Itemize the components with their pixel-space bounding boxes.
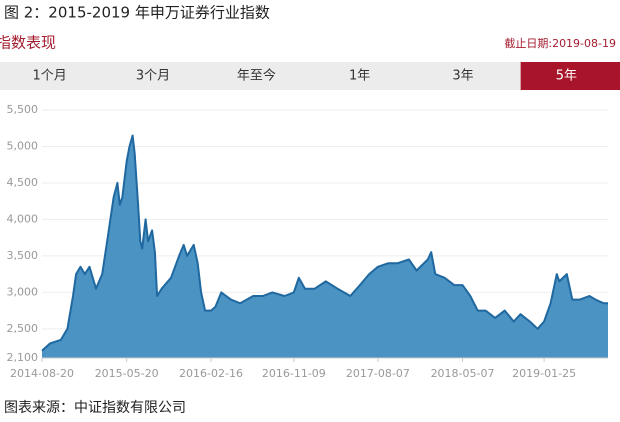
y-tick-label: 2,500 — [7, 322, 39, 335]
tab-label[interactable]: 3个月 — [136, 69, 170, 84]
tab-label[interactable]: 3年 — [452, 69, 473, 84]
line — [41, 134, 608, 352]
x-tick-label: 2016-11-09 — [262, 367, 326, 380]
x-tick-label: 2016-02-16 — [179, 367, 243, 380]
tab-selected[interactable] — [520, 62, 620, 90]
x-tick-label: 2014-08-20 — [10, 367, 74, 380]
y-tick-label: 4,000 — [7, 212, 39, 225]
y-tick-label: 4,500 — [7, 176, 39, 189]
y-tick-label: 3,500 — [7, 249, 39, 262]
x-tick-label: 2015-05-20 — [95, 367, 159, 380]
tab-bar — [0, 62, 620, 90]
x-tick-label: 2017-08-07 — [346, 367, 410, 380]
x-tick-label: 2018-05-07 — [431, 367, 495, 380]
area — [42, 135, 608, 358]
source: 图表来源：中证指数有限公司 — [4, 400, 186, 416]
header-date: 截止日期:2019-08-19 — [504, 36, 616, 50]
y-tick-label: 3,000 — [7, 285, 39, 298]
tab-label[interactable]: 1年 — [349, 69, 370, 84]
x-tick-label: 2019-01-25 — [512, 367, 576, 380]
figure-caption: 图 2：2015-2019 年申万证券行业指数 — [4, 4, 270, 22]
tab-label[interactable]: 年至今 — [237, 68, 276, 84]
tab-label[interactable]: 5年 — [556, 69, 577, 84]
y-tick-label: 5,500 — [7, 103, 39, 116]
header-title: 指数表现 — [0, 34, 56, 52]
tab-label[interactable]: 1个月 — [33, 69, 67, 84]
y-tick-label: 2,100 — [7, 351, 39, 364]
y-tick-label: 5,000 — [7, 139, 39, 152]
